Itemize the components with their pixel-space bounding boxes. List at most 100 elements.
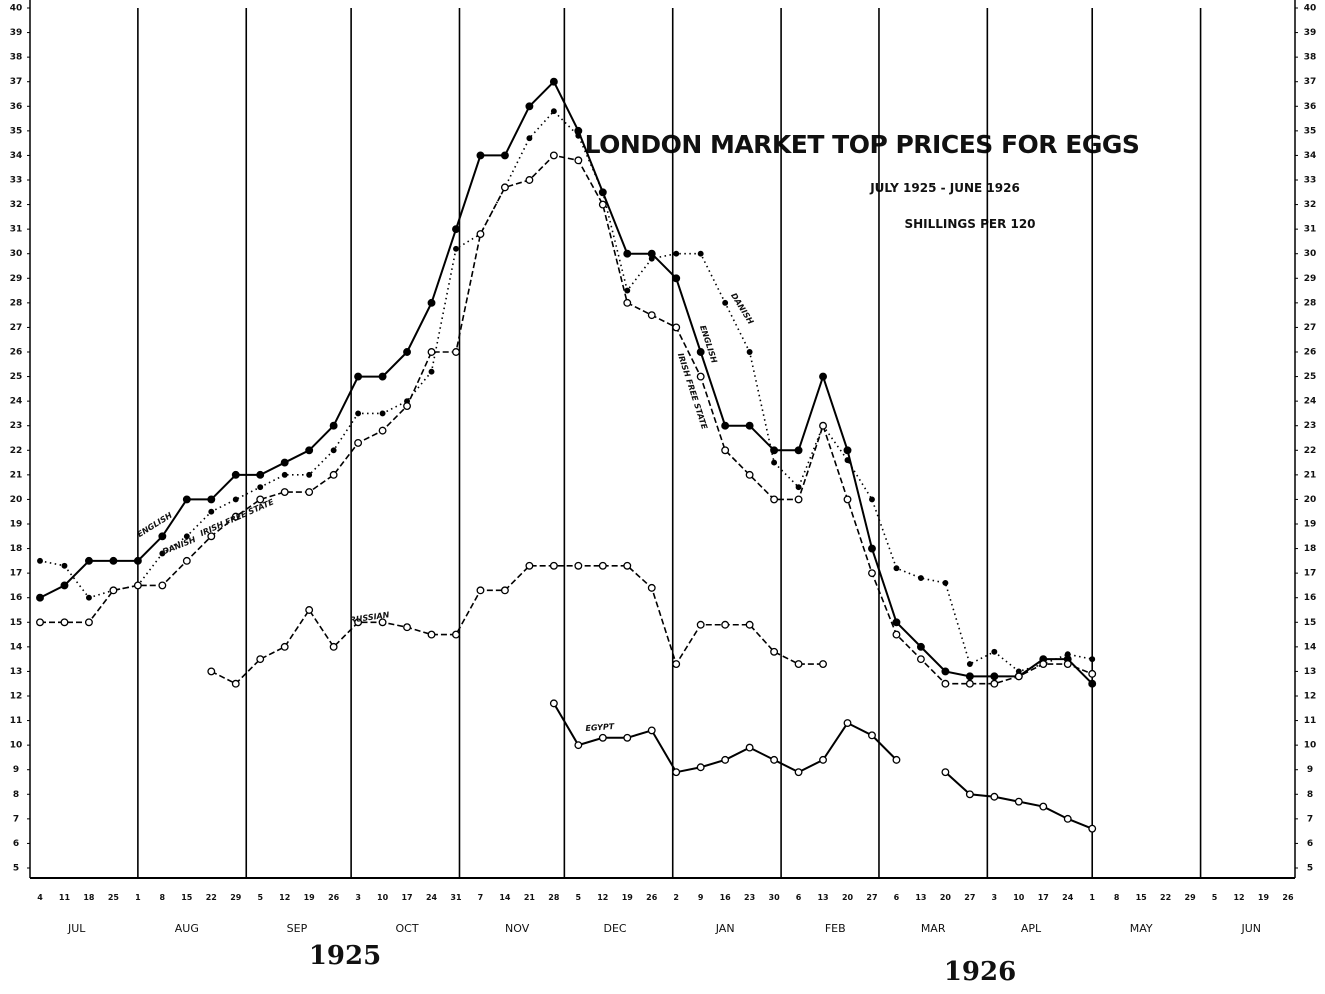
data-point <box>280 458 289 467</box>
x-tick-label: 10 <box>1013 893 1025 902</box>
data-point <box>770 755 779 764</box>
y-tick-label: 15 <box>10 618 23 628</box>
y2-tick-label: 27 <box>1304 323 1317 333</box>
data-point <box>916 642 925 651</box>
data-point <box>61 562 68 569</box>
x-tick-label: 14 <box>499 893 511 902</box>
x-tick-label: 30 <box>769 893 781 902</box>
y2-tick-label: 13 <box>1304 667 1317 677</box>
y2-tick-label: 25 <box>1304 372 1317 382</box>
data-point <box>868 544 876 553</box>
x-tick-label: 3 <box>992 893 998 902</box>
data-point <box>722 299 729 306</box>
x-tick-label: 24 <box>1062 893 1074 902</box>
data-point <box>158 532 167 541</box>
month-label: AUG <box>175 922 199 935</box>
data-point <box>869 496 875 503</box>
x-tick-label: 5 <box>576 893 582 902</box>
y-tick-label: 17 <box>10 569 23 579</box>
data-point <box>868 731 876 740</box>
data-point <box>770 495 779 504</box>
y-tick-label: 20 <box>10 495 23 505</box>
data-point <box>574 156 583 165</box>
data-point <box>648 255 655 262</box>
series-line <box>39 80 1093 685</box>
data-point <box>525 176 534 184</box>
month-label: JUL <box>67 922 86 935</box>
month-label: NOV <box>505 922 530 935</box>
year-label: 1926 <box>944 957 1016 987</box>
y-axis-label: SHILLINGS PER 120 <box>904 217 1035 231</box>
data-point <box>453 245 459 252</box>
x-tick-label: 26 <box>1282 893 1294 902</box>
data-point <box>280 642 289 651</box>
data-point <box>795 484 802 491</box>
data-point <box>771 459 778 466</box>
data-point <box>965 679 974 688</box>
x-tick-label: 22 <box>206 893 217 902</box>
data-point <box>598 561 607 570</box>
y-tick-label: 5 <box>13 864 19 874</box>
data-point <box>525 102 534 111</box>
data-point <box>256 495 265 504</box>
data-point <box>133 581 142 590</box>
data-point <box>673 250 680 257</box>
month-label: OCT <box>396 922 419 935</box>
data-point <box>231 679 240 688</box>
data-point <box>721 421 730 430</box>
y2-tick-label: 34 <box>1304 151 1317 161</box>
data-point <box>427 630 436 639</box>
y-tick-label: 35 <box>10 126 23 136</box>
data-point <box>1063 814 1072 823</box>
y-tick-label: 16 <box>10 593 23 603</box>
series-line <box>210 564 824 685</box>
y2-tick-label: 36 <box>1304 102 1317 112</box>
data-point <box>672 768 681 777</box>
month-label: MAR <box>921 922 946 935</box>
data-point <box>868 569 876 578</box>
data-point <box>549 151 558 160</box>
y2-tick-label: 20 <box>1304 495 1317 505</box>
data-point <box>819 421 827 430</box>
data-point <box>354 438 363 447</box>
data-point <box>1064 651 1071 658</box>
data-point <box>305 488 314 497</box>
data-point <box>819 372 827 381</box>
y-tick-label: 38 <box>10 53 23 63</box>
data-point <box>819 755 827 764</box>
x-tick-label: 26 <box>328 893 340 902</box>
y2-tick-label: 40 <box>1304 4 1317 14</box>
month-label: APL <box>1021 922 1042 935</box>
data-point <box>794 446 803 455</box>
y2-tick-label: 29 <box>1304 274 1317 284</box>
data-point <box>696 348 705 356</box>
y-tick-label: 28 <box>10 298 23 308</box>
data-point <box>721 620 730 629</box>
data-point <box>623 298 632 307</box>
data-point <box>893 565 900 572</box>
data-point <box>745 743 754 752</box>
year-label: 1925 <box>309 941 381 971</box>
x-tick-label: 29 <box>1185 893 1197 902</box>
data-point <box>84 556 93 565</box>
data-point <box>1089 656 1096 663</box>
y-tick-label: 36 <box>10 102 23 112</box>
data-point <box>623 561 632 570</box>
data-point <box>329 642 338 651</box>
y-tick-label: 19 <box>10 520 23 530</box>
data-point <box>770 446 779 455</box>
data-point <box>133 556 142 565</box>
data-point <box>232 496 239 503</box>
y2-tick-label: 33 <box>1304 176 1317 186</box>
y2-tick-label: 14 <box>1304 642 1317 652</box>
x-tick-label: 1 <box>1089 893 1095 902</box>
data-point <box>843 446 852 455</box>
series-line <box>39 110 1093 673</box>
y-tick-label: 26 <box>10 348 23 358</box>
data-point <box>647 583 656 592</box>
data-point <box>746 349 753 355</box>
series-label: ENGLISH <box>136 511 174 540</box>
x-tick-label: 24 <box>426 893 438 902</box>
x-tick-label: 13 <box>817 893 828 902</box>
